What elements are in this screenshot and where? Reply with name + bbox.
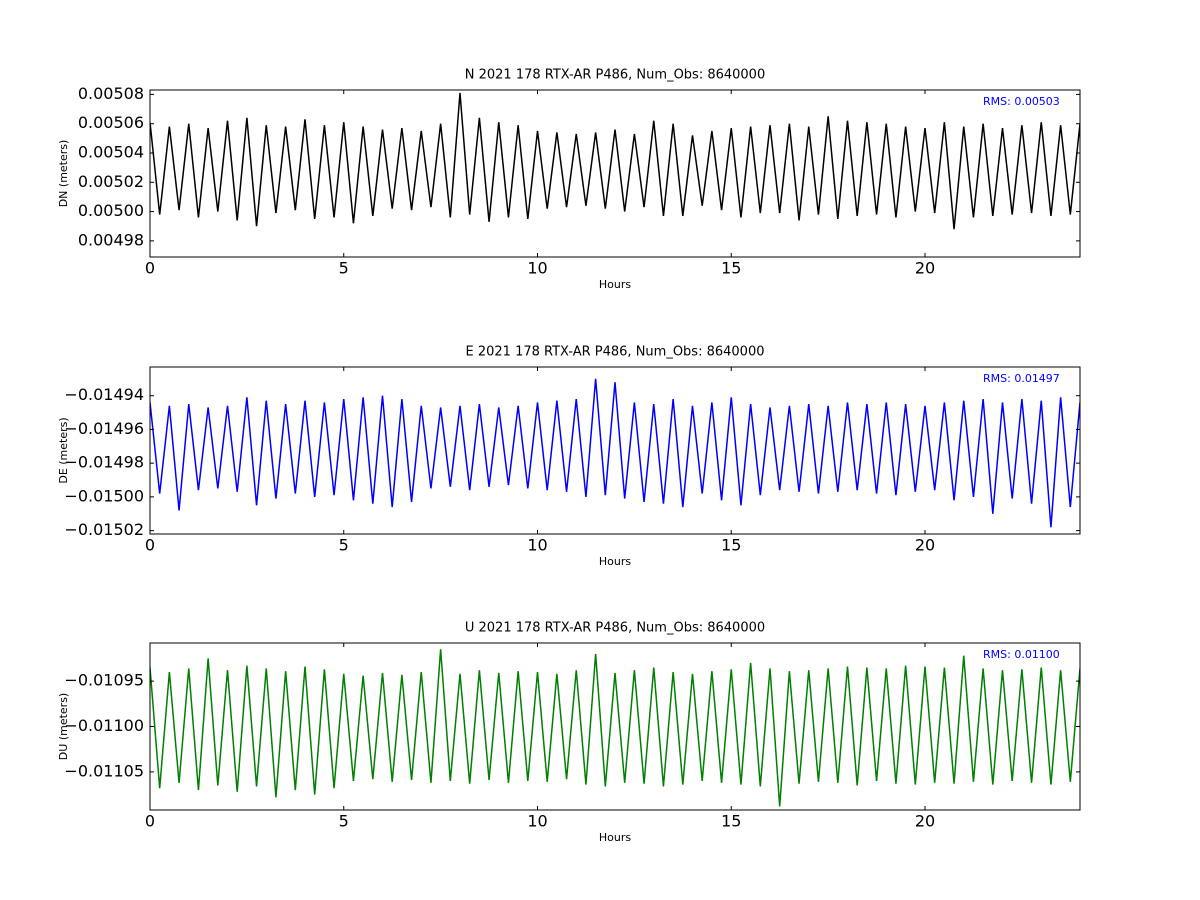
y-axis-label: DN (meters) — [57, 140, 70, 208]
y-tick-label: 0.00498 — [78, 230, 144, 249]
x-tick-label: 5 — [339, 259, 349, 278]
x-tick-label: 10 — [527, 536, 547, 555]
y-tick-label: −0.01095 — [64, 671, 144, 690]
x-axis-label: Hours — [599, 278, 631, 291]
axes-frame — [149, 366, 1081, 535]
data-line — [150, 649, 1080, 807]
x-tick-label: 20 — [915, 259, 935, 278]
data-line — [150, 92, 1080, 230]
axes-frame — [149, 89, 1081, 258]
x-tick-label: 20 — [915, 812, 935, 831]
x-tick-label: 10 — [527, 259, 547, 278]
x-tick-label: 0 — [145, 536, 155, 555]
y-tick-label: −0.01496 — [64, 419, 144, 438]
rms-annotation: RMS: 0.00503 — [983, 95, 1060, 108]
chart-title: N 2021 178 RTX-AR P486, Num_Obs: 8640000 — [465, 68, 765, 83]
x-tick-label: 15 — [721, 536, 741, 555]
rms-annotation: RMS: 0.01100 — [983, 648, 1060, 661]
x-tick-label: 10 — [527, 812, 547, 831]
rms-annotation: RMS: 0.01497 — [983, 372, 1060, 385]
y-tick-label: 0.00504 — [78, 142, 144, 161]
x-axis-label: Hours — [599, 555, 631, 568]
y-tick-label: −0.01502 — [64, 520, 144, 539]
y-tick-label: 0.00502 — [78, 172, 144, 191]
y-axis-label: DU (meters) — [57, 693, 70, 760]
x-tick-label: 5 — [339, 812, 349, 831]
x-tick-label: 5 — [339, 536, 349, 555]
x-tick-label: 0 — [145, 259, 155, 278]
y-tick-label: −0.01494 — [64, 385, 144, 404]
chart-title: E 2021 178 RTX-AR P486, Num_Obs: 8640000 — [466, 345, 765, 360]
y-tick-label: −0.01498 — [64, 453, 144, 472]
y-tick-label: 0.00500 — [78, 201, 144, 220]
x-tick-label: 0 — [145, 812, 155, 831]
x-axis-label: Hours — [599, 831, 631, 844]
x-tick-label: 15 — [721, 812, 741, 831]
y-tick-label: −0.01105 — [64, 761, 144, 780]
y-tick-label: −0.01500 — [64, 486, 144, 505]
x-tick-label: 20 — [915, 536, 935, 555]
y-axis-label: DE (meters) — [57, 417, 70, 483]
y-tick-label: −0.01100 — [64, 716, 144, 735]
y-tick-label: 0.00506 — [78, 113, 144, 132]
chart-title: U 2021 178 RTX-AR P486, Num_Obs: 8640000 — [465, 621, 765, 636]
x-tick-label: 15 — [721, 259, 741, 278]
data-line — [150, 378, 1080, 528]
y-tick-label: 0.00508 — [78, 84, 144, 103]
